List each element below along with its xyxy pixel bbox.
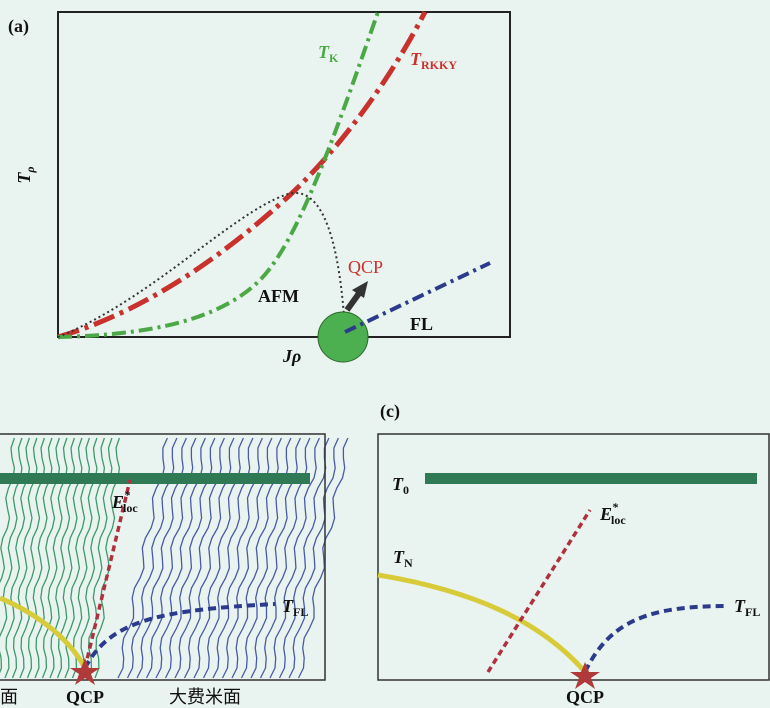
- qcp-label: QCP: [66, 687, 104, 707]
- qcp-region: [318, 312, 368, 362]
- e-loc-label: E*loc: [599, 500, 626, 527]
- panel-label: (c): [380, 401, 400, 422]
- t-k-label: TK: [318, 42, 339, 65]
- panel-label: (a): [8, 16, 29, 37]
- t-fl-curve: [585, 606, 728, 672]
- t-n-curve: [378, 575, 585, 672]
- arrow-shaft: [347, 292, 360, 310]
- region-label: 大费米面: [169, 687, 241, 707]
- x-axis-label: Jρ: [282, 346, 301, 366]
- t-fl-label: TFL: [734, 596, 760, 619]
- y-axis-label: Tρ: [14, 166, 37, 183]
- qcp-label: QCP: [348, 257, 383, 277]
- t-fl-curve: [85, 604, 275, 668]
- t-fl-label: TFL: [282, 596, 308, 619]
- t0-bar: [425, 473, 757, 484]
- panel-frame: [378, 434, 769, 680]
- t0-bar: [0, 473, 310, 484]
- afm-label: AFM: [258, 286, 299, 306]
- t-rkky-label: TRKKY: [410, 49, 457, 72]
- e-loc-curve: [488, 510, 590, 672]
- e-loc-label: E*loc: [111, 488, 138, 515]
- t0-label: T0: [392, 474, 409, 497]
- t-rkky-curve: [58, 12, 425, 337]
- qcp-label: QCP: [566, 687, 604, 707]
- qcp-star: [570, 662, 600, 689]
- region-label: 面: [0, 687, 18, 707]
- fl-label: FL: [410, 314, 433, 334]
- t-n-label: TN: [393, 547, 413, 570]
- figure: (a) Tρ Jρ TK TRKKY QCP AFM FL 面 QCP 大费米面…: [0, 0, 770, 708]
